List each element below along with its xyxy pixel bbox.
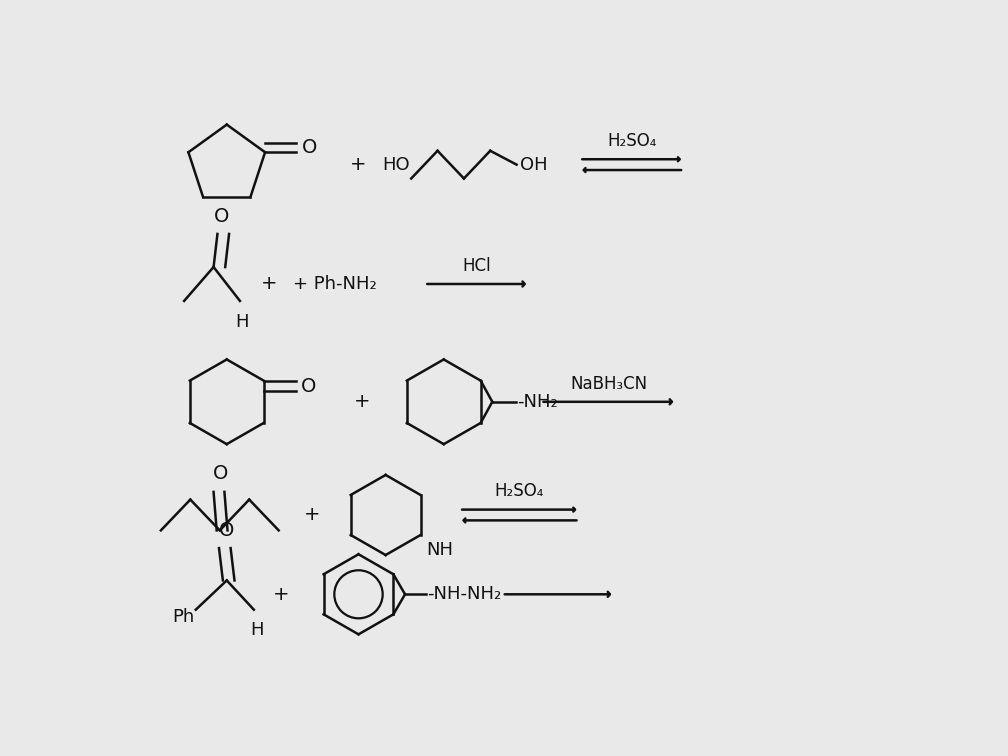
- Text: NaBH₃CN: NaBH₃CN: [570, 374, 647, 392]
- Text: Ph: Ph: [172, 609, 195, 627]
- Text: H₂SO₄: H₂SO₄: [495, 482, 544, 500]
- Text: H: H: [236, 313, 249, 331]
- Text: NH: NH: [426, 541, 454, 559]
- Text: +: +: [354, 392, 371, 411]
- Text: -NH₂: -NH₂: [517, 393, 557, 411]
- Text: H₂SO₄: H₂SO₄: [607, 132, 656, 150]
- Text: +: +: [303, 506, 321, 525]
- Text: H: H: [250, 621, 264, 640]
- Text: O: O: [213, 463, 228, 482]
- Text: O: O: [214, 207, 229, 226]
- Text: HO: HO: [382, 156, 409, 174]
- Text: + Ph-NH₂: + Ph-NH₂: [292, 275, 376, 293]
- Text: OH: OH: [520, 156, 547, 174]
- Text: O: O: [300, 376, 317, 395]
- Text: O: O: [219, 522, 235, 541]
- Text: +: +: [273, 585, 289, 604]
- Text: +: +: [350, 155, 367, 174]
- Text: O: O: [302, 138, 318, 157]
- Text: +: +: [261, 274, 277, 293]
- Text: -NH-NH₂: -NH-NH₂: [427, 585, 502, 603]
- Text: HCl: HCl: [463, 257, 491, 274]
